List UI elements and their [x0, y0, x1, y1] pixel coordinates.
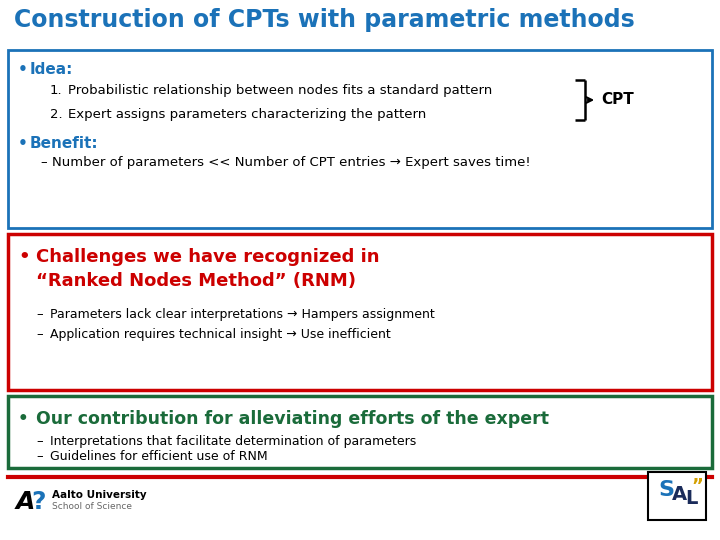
FancyBboxPatch shape — [8, 234, 712, 390]
Text: •: • — [18, 136, 28, 151]
Text: Our contribution for alleviating efforts of the expert: Our contribution for alleviating efforts… — [36, 410, 549, 428]
Text: ?: ? — [31, 490, 45, 514]
FancyBboxPatch shape — [8, 50, 712, 228]
FancyBboxPatch shape — [648, 472, 706, 520]
Text: Application requires technical insight → Use inefficient: Application requires technical insight →… — [50, 328, 391, 341]
FancyBboxPatch shape — [8, 396, 712, 468]
Text: Guidelines for efficient use of RNM: Guidelines for efficient use of RNM — [50, 450, 268, 463]
Text: 2.: 2. — [50, 108, 63, 121]
Text: Interpretations that facilitate determination of parameters: Interpretations that facilitate determin… — [50, 435, 416, 448]
Text: L: L — [685, 489, 698, 508]
Text: Idea:: Idea: — [30, 62, 73, 77]
Text: “Ranked Nodes Method” (RNM): “Ranked Nodes Method” (RNM) — [36, 272, 356, 290]
Text: ”: ” — [691, 477, 703, 495]
Text: Aalto University: Aalto University — [52, 490, 147, 500]
Text: –: – — [36, 435, 42, 448]
Text: Benefit:: Benefit: — [30, 136, 99, 151]
Text: –: – — [36, 328, 42, 341]
Text: 1.: 1. — [50, 84, 63, 97]
Text: •: • — [18, 248, 30, 266]
Text: Construction of CPTs with parametric methods: Construction of CPTs with parametric met… — [14, 8, 635, 32]
Text: CPT: CPT — [601, 92, 634, 107]
Text: •: • — [18, 62, 28, 77]
Text: Number of parameters << Number of CPT entries → Expert saves time!: Number of parameters << Number of CPT en… — [52, 156, 531, 169]
Text: –: – — [36, 450, 42, 463]
Text: A: A — [672, 484, 688, 503]
Text: Probabilistic relationship between nodes fits a standard pattern: Probabilistic relationship between nodes… — [68, 84, 492, 97]
Text: •: • — [18, 410, 29, 428]
Text: –: – — [36, 308, 42, 321]
Text: A: A — [16, 490, 35, 514]
Text: Parameters lack clear interpretations → Hampers assignment: Parameters lack clear interpretations → … — [50, 308, 435, 321]
Text: S: S — [659, 480, 675, 500]
Text: Expert assigns parameters characterizing the pattern: Expert assigns parameters characterizing… — [68, 108, 426, 121]
Text: –: – — [40, 156, 47, 169]
Text: Challenges we have recognized in: Challenges we have recognized in — [36, 248, 379, 266]
Text: School of Science: School of Science — [52, 502, 132, 511]
